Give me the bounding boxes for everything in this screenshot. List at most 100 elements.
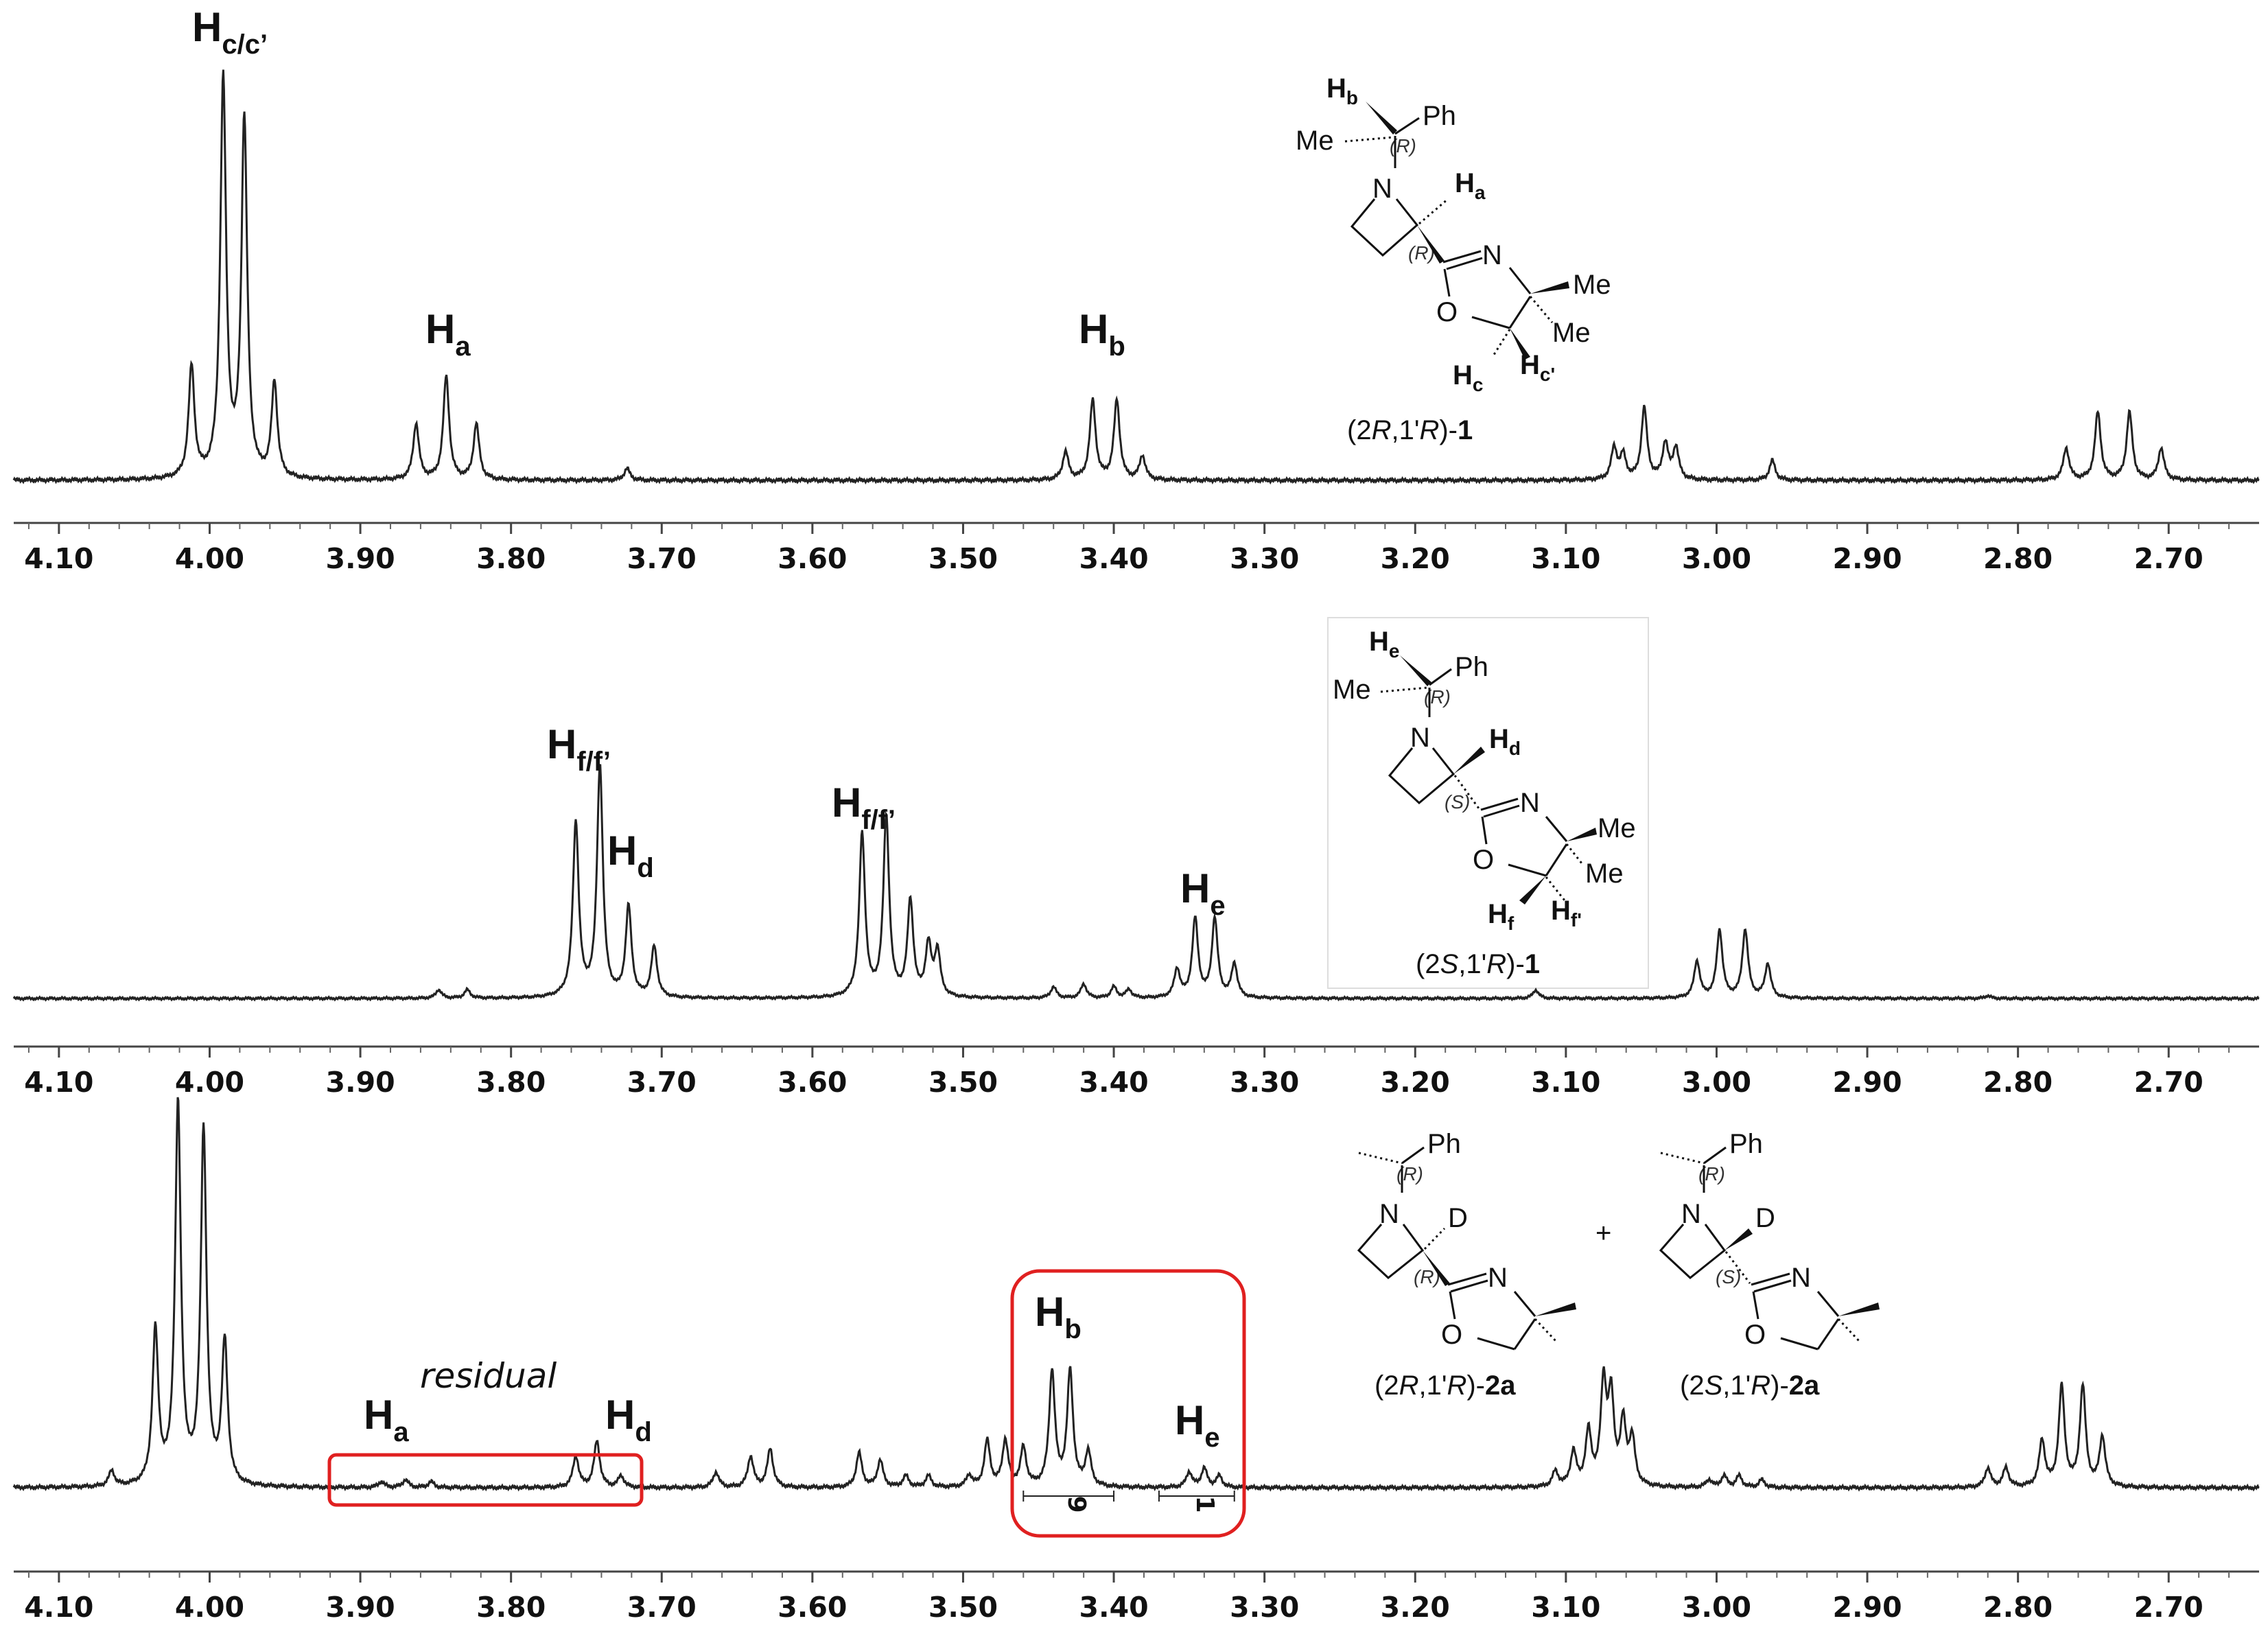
spectrum-trace-top <box>12 69 2260 485</box>
atom-d: D <box>1448 1203 1468 1233</box>
atom-hc2: Hc' <box>1520 350 1555 385</box>
bond-hash-me <box>1660 1152 1705 1165</box>
bond-wedge-me2 <box>1567 828 1597 841</box>
stereo-r1: (R) <box>1390 135 1416 156</box>
atom-o: O <box>1441 1320 1462 1350</box>
atom-hc: Hc <box>1453 360 1483 395</box>
bond-ring-3 <box>1780 1337 1819 1351</box>
bond-ring-2 <box>1513 1318 1536 1350</box>
tick-label: 3.90 <box>325 1066 395 1099</box>
bond-cn-double-1 <box>1480 797 1519 811</box>
plus-sign: + <box>1595 1218 1611 1248</box>
tick-label: 3.40 <box>1079 542 1148 575</box>
peak-label-ha: Ha <box>364 1392 409 1447</box>
bond-ring-4 <box>1449 1291 1456 1320</box>
bond-ring-1 <box>1513 1291 1536 1317</box>
bond-hash-me2 <box>1534 1318 1558 1343</box>
structure-frame-middle <box>1327 617 1649 989</box>
atom-me3: Me <box>1552 318 1591 348</box>
bond-ring-2 <box>1816 1318 1840 1350</box>
bond-wedge-he <box>1400 655 1431 686</box>
tick-label: 4.10 <box>24 1591 93 1624</box>
bond-wedge-me2 <box>1530 281 1569 294</box>
tick-label: 3.70 <box>627 542 697 575</box>
spectrum-trace-bottom <box>12 1097 2260 1492</box>
tick-label: 3.70 <box>627 1066 697 1099</box>
stereo-r1: (R) <box>1424 686 1451 708</box>
bond-cn-double-1 <box>1447 1272 1487 1286</box>
stereo-r1: (R) <box>1396 1163 1423 1184</box>
peak-label-hff-2: Hf/f’ <box>832 780 896 835</box>
bond-ph <box>1429 668 1452 686</box>
tick-label: 3.80 <box>476 1591 546 1624</box>
tick-label: 3.10 <box>1531 1591 1600 1624</box>
bond-azetidine <box>1388 747 1456 805</box>
stereo-s2: (S) <box>1716 1266 1741 1287</box>
bond-wedge-hb <box>1366 102 1397 135</box>
peak-label-he: He <box>1175 1397 1220 1453</box>
bond-wedge-d <box>1725 1228 1753 1250</box>
caption-2S-1R-2a: (2S,1'R)-2a <box>1680 1370 1820 1401</box>
bond-ring-3 <box>1471 316 1510 329</box>
tick-label: 4.00 <box>175 542 244 575</box>
bond-hash-d <box>1423 1227 1446 1250</box>
residual-label: residual <box>420 1356 557 1396</box>
tick-label: 3.80 <box>476 542 546 575</box>
atom-n: N <box>1372 174 1392 204</box>
atom-n2: N <box>1482 240 1502 270</box>
bond-cn-double-2 <box>1450 1279 1488 1293</box>
tick-label: 3.00 <box>1682 1066 1751 1099</box>
peak-label-hb: Hb <box>1035 1289 1082 1344</box>
atom-hb: Hb <box>1326 73 1358 108</box>
tick-label: 3.00 <box>1682 1591 1751 1624</box>
tick-label: 3.30 <box>1230 1591 1299 1624</box>
bond-hash-ha <box>1418 198 1449 225</box>
bond-cn-double-2 <box>1446 257 1483 270</box>
tick-label: 2.90 <box>1832 1066 1902 1099</box>
tick-label: 4.10 <box>24 1066 93 1099</box>
tick-label: 3.90 <box>325 542 395 575</box>
bond-azetidine <box>1350 198 1419 257</box>
atom-me2: Me <box>1573 270 1611 300</box>
atom-n2: N <box>1791 1263 1811 1293</box>
tick-label: 3.80 <box>476 1066 546 1099</box>
tick-label: 2.90 <box>1832 1591 1902 1624</box>
x-ticks-top: 4.10 4.00 3.90 3.80 3.70 3.60 3.50 3.40 3.30 3.20… <box>24 523 2230 575</box>
tick-label: 2.70 <box>2134 1591 2203 1624</box>
bond-ph <box>1394 117 1420 135</box>
peak-label-ha: Ha <box>425 306 471 362</box>
highlight-box-residual <box>327 1453 644 1507</box>
peak-label-hd: Hd <box>607 828 654 883</box>
tick-label: 3.60 <box>778 542 847 575</box>
tick-label: 3.50 <box>928 542 998 575</box>
peak-label-he: He <box>1180 865 1226 921</box>
atom-ph: Ph <box>1423 101 1456 131</box>
tick-label: 3.20 <box>1381 1066 1450 1099</box>
structure-2S-1R-1: He Ph Me (R) N Hd (S) N Me Me O <box>1333 627 1636 979</box>
tick-label: 3.50 <box>928 1066 998 1099</box>
atom-me2: Me <box>1598 813 1636 843</box>
tick-label: 3.60 <box>778 1591 847 1624</box>
tick-label: 2.90 <box>1832 542 1902 575</box>
stereo-s2: (S) <box>1445 791 1470 813</box>
bond-wedge-me <box>1838 1303 1880 1316</box>
tick-label: 3.50 <box>928 1591 998 1624</box>
tick-label: 3.00 <box>1682 542 1751 575</box>
bond-ring-2 <box>1508 296 1532 329</box>
atom-ph: Ph <box>1729 1129 1763 1159</box>
tick-label: 2.80 <box>1983 1066 2053 1099</box>
tick-label: 4.00 <box>175 1066 244 1099</box>
bond-hash-c2 <box>1453 775 1480 809</box>
bond-wedge-c2 <box>1417 225 1445 264</box>
structure-2R-1R-1: Hb Ph Me (R) N Ha (R) N Me Me O <box>1296 73 1611 445</box>
atom-n: N <box>1410 723 1430 753</box>
bond-cn-double-1 <box>1442 250 1482 264</box>
tick-label: 3.30 <box>1230 1066 1299 1099</box>
peak-label-hb: Hb <box>1079 306 1125 362</box>
bond-wedge-hc2 <box>1510 328 1530 360</box>
atom-n2: N <box>1520 788 1540 818</box>
x-ticks-bottom: 4.10 4.00 3.90 3.80 3.70 3.60 3.50 3.40 3.30 3.20… <box>24 1572 2230 1624</box>
bond-wedge-c2 <box>1423 1250 1450 1286</box>
